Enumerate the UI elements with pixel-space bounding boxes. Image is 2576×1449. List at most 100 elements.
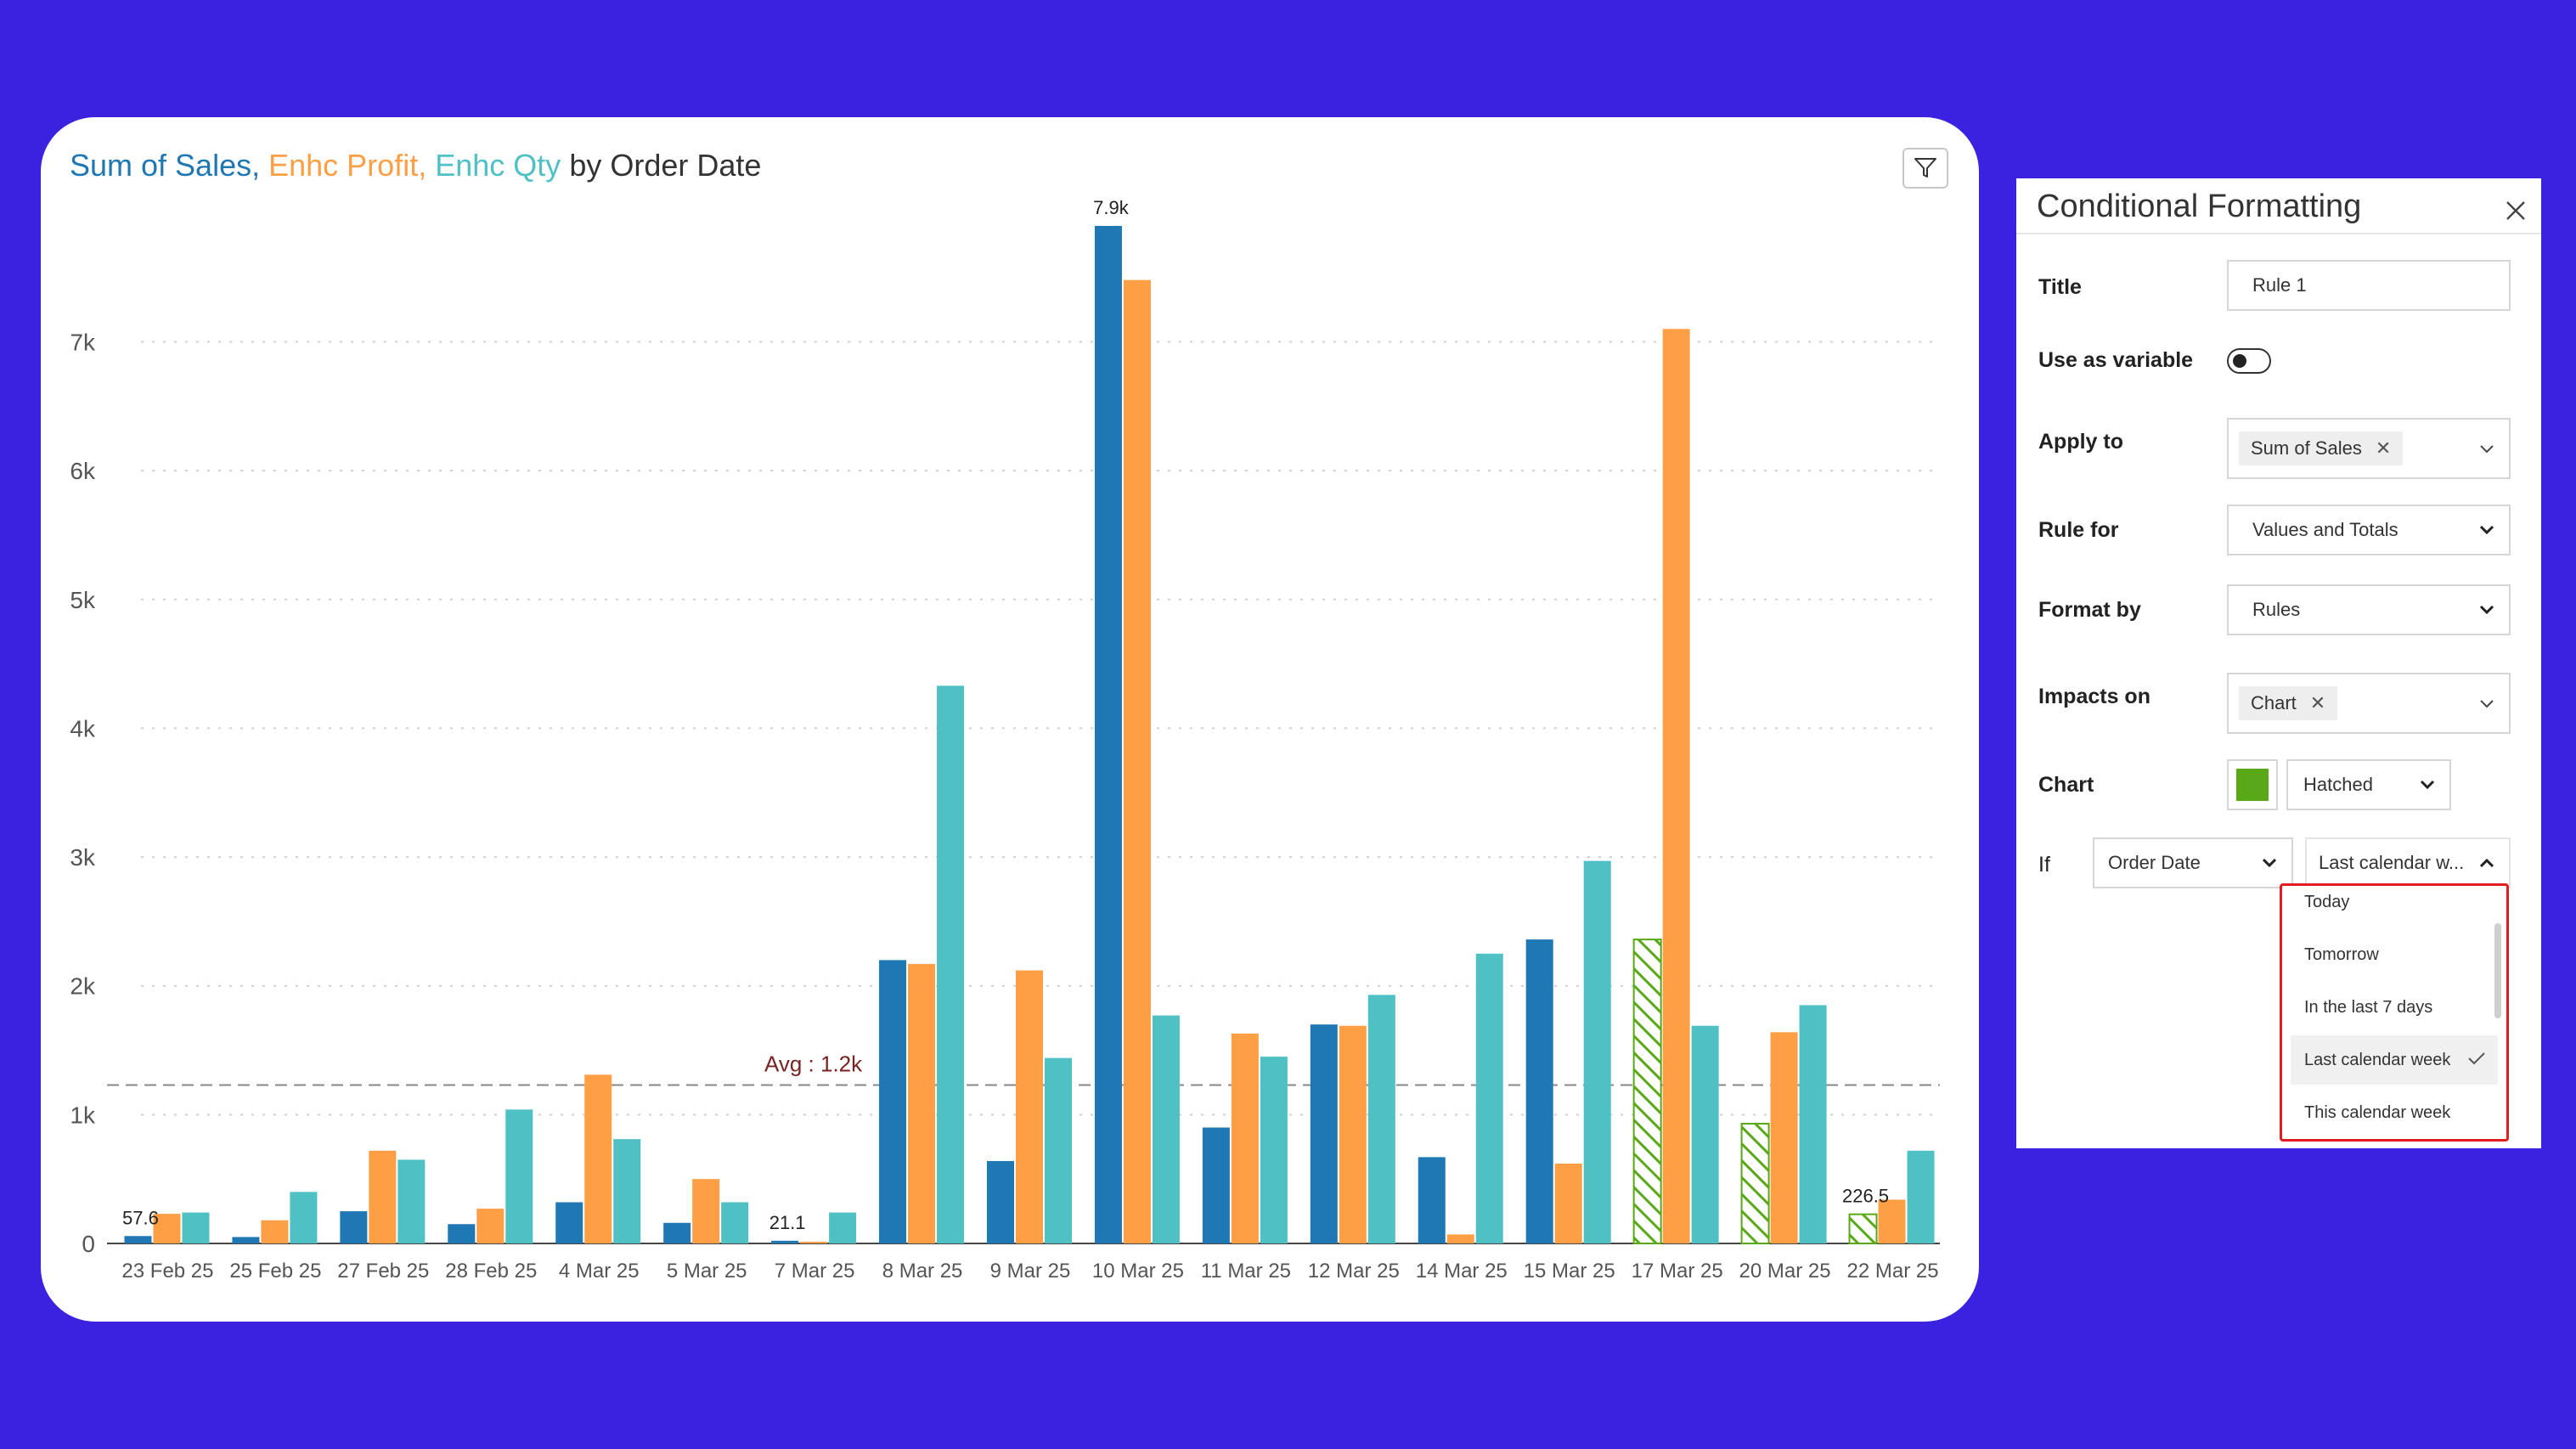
apply-to-chip-label: Sum of Sales [2251,437,2362,459]
color-swatch[interactable] [2227,759,2278,810]
if-field-select[interactable]: Order Date [2093,837,2293,888]
y-tick-label: 1k [70,1102,96,1128]
bar-sum-of-sales [1094,226,1122,1243]
y-tick-label: 6k [70,458,96,484]
bar-enhc-profit [1231,1033,1259,1243]
chart-card: 0 1k 2k 3k 4k 5k 6k 7k 23 Feb 25 25 Feb 25 27 Feb … [41,117,1979,1322]
title-part-profit: Enhc Profit, [268,148,427,183]
bar-sum-of-sales [1202,1127,1230,1243]
x-tick-label: 7 Mar 25 [775,1260,855,1283]
bar-enhc-profit [1554,1163,1582,1243]
apply-to-label: Apply to [2038,430,2123,454]
x-tick-label: 25 Feb 25 [229,1260,321,1283]
chart-style-select[interactable]: Hatched [2286,759,2451,810]
average-label: Avg : 1.2k [764,1051,863,1076]
title-input[interactable]: Rule 1 [2227,260,2511,311]
filter-button[interactable] [1902,148,1948,189]
impacts-on-chip: Chart ✕ [2239,686,2338,720]
chevron-down-icon [2262,858,2277,868]
bar-enhc-qty [1367,995,1395,1243]
apply-to-chip: Sum of Sales ✕ [2239,431,2404,465]
bar-enhc-profit [1446,1234,1474,1243]
rule-for-select[interactable]: Values and Totals [2227,505,2511,555]
impacts-on-label: Impacts on [2038,685,2150,708]
remove-chip-icon[interactable]: ✕ [2375,437,2392,459]
dropdown-option-tomorrow[interactable]: Tomorrow [2304,944,2379,964]
if-condition-select[interactable]: Last calendar w... [2305,837,2511,888]
if-label: If [2038,853,2050,877]
bar-enhc-profit [1662,329,1690,1244]
if-condition-value: Last calendar w... [2319,852,2465,873]
remove-chip-icon[interactable]: ✕ [2309,692,2326,713]
bar-enhc-qty [1799,1005,1827,1243]
x-tick-label: 8 Mar 25 [882,1260,963,1283]
bar-sum-of-sales [124,1236,152,1243]
bar-enhc-profit [1339,1025,1367,1243]
chart-style-value: Hatched [2303,774,2373,795]
bar-enhc-qty [613,1139,641,1243]
condition-dropdown-list: Today Tomorrow In the last 7 days Last c… [2280,883,2509,1142]
dropdown-option-last-calendar-week[interactable]: Last calendar week [2291,1035,2498,1085]
dropdown-scrollbar[interactable] [2494,923,2501,1018]
bar-enhc-profit [908,963,936,1243]
bar-sum-of-sales [879,960,907,1243]
bar-enhc-qty [829,1212,857,1243]
y-tick-label: 3k [70,844,96,871]
y-tick-label: 7k [70,329,96,355]
bar-enhc-qty [1152,1015,1180,1243]
data-label: 21.1 [769,1212,806,1233]
y-tick-label: 4k [70,715,96,741]
bar-sum-of-sales [448,1224,476,1243]
x-tick-label: 10 Mar 25 [1092,1260,1184,1283]
bar-enhc-qty [1691,1025,1719,1243]
x-tick-label: 20 Mar 25 [1739,1260,1831,1283]
dropdown-option-this-calendar-week[interactable]: This calendar week [2304,1102,2451,1122]
bar-enhc-qty [397,1159,426,1243]
color-swatch-fill [2236,769,2269,801]
bar-enhc-profit [153,1214,181,1243]
chevron-down-icon [2479,525,2494,535]
bar-enhc-profit [1016,970,1043,1243]
bar-sum-of-sales [340,1211,368,1243]
bar-enhc-profit [692,1179,720,1243]
bar-enhc-qty [290,1192,318,1243]
bar-enhc-profit [1123,279,1151,1243]
bar-enhc-qty [1260,1057,1288,1243]
conditional-formatting-panel: Conditional Formatting Title Rule 1 Use … [2016,178,2541,1148]
impacts-on-chip-label: Chart [2251,692,2297,713]
x-tick-label: 11 Mar 25 [1201,1260,1291,1283]
panel-title: Conditional Formatting [2037,189,2362,224]
dropdown-option-today[interactable]: Today [2304,892,2350,911]
bar-sum-of-sales [1418,1157,1446,1243]
close-icon[interactable] [2504,199,2528,223]
format-by-value: Rules [2252,599,2301,620]
chevron-down-icon [2480,445,2494,454]
format-by-label: Format by [2038,598,2141,622]
x-tick-label: 28 Feb 25 [445,1260,537,1283]
chevron-down-icon [2479,605,2494,615]
x-tick-label: 9 Mar 25 [990,1260,1071,1283]
title-part-by-date: by Order Date [569,148,762,183]
dropdown-option-last-7-days[interactable]: In the last 7 days [2304,997,2433,1017]
x-tick-label: 14 Mar 25 [1416,1260,1508,1283]
bar-enhc-profit [369,1150,397,1243]
bar-enhc-qty [721,1202,749,1243]
chevron-down-icon [2420,780,2435,790]
bar-enhc-profit [1878,1199,1906,1243]
data-label: 226.5 [1842,1186,1889,1207]
bar-enhc-profit [1770,1032,1798,1243]
format-by-select[interactable]: Rules [2227,584,2511,635]
title-part-qty: Enhc Qty [435,148,561,183]
chevron-down-icon [2480,700,2494,708]
y-tick-label: 0 [82,1231,95,1257]
toggle-knob [2233,354,2246,368]
bar-sum-of-sales [1310,1024,1338,1243]
title-part-sales: Sum of Sales, [70,148,261,183]
data-label: 7.9k [1093,197,1130,218]
impacts-on-select[interactable]: Chart ✕ [2227,673,2511,734]
x-tick-label: 5 Mar 25 [667,1260,747,1283]
bar-sum-of-sales [232,1237,260,1243]
use-as-variable-toggle[interactable] [2227,348,2271,374]
x-tick-label: 22 Mar 25 [1846,1260,1938,1283]
apply-to-select[interactable]: Sum of Sales ✕ [2227,418,2511,479]
